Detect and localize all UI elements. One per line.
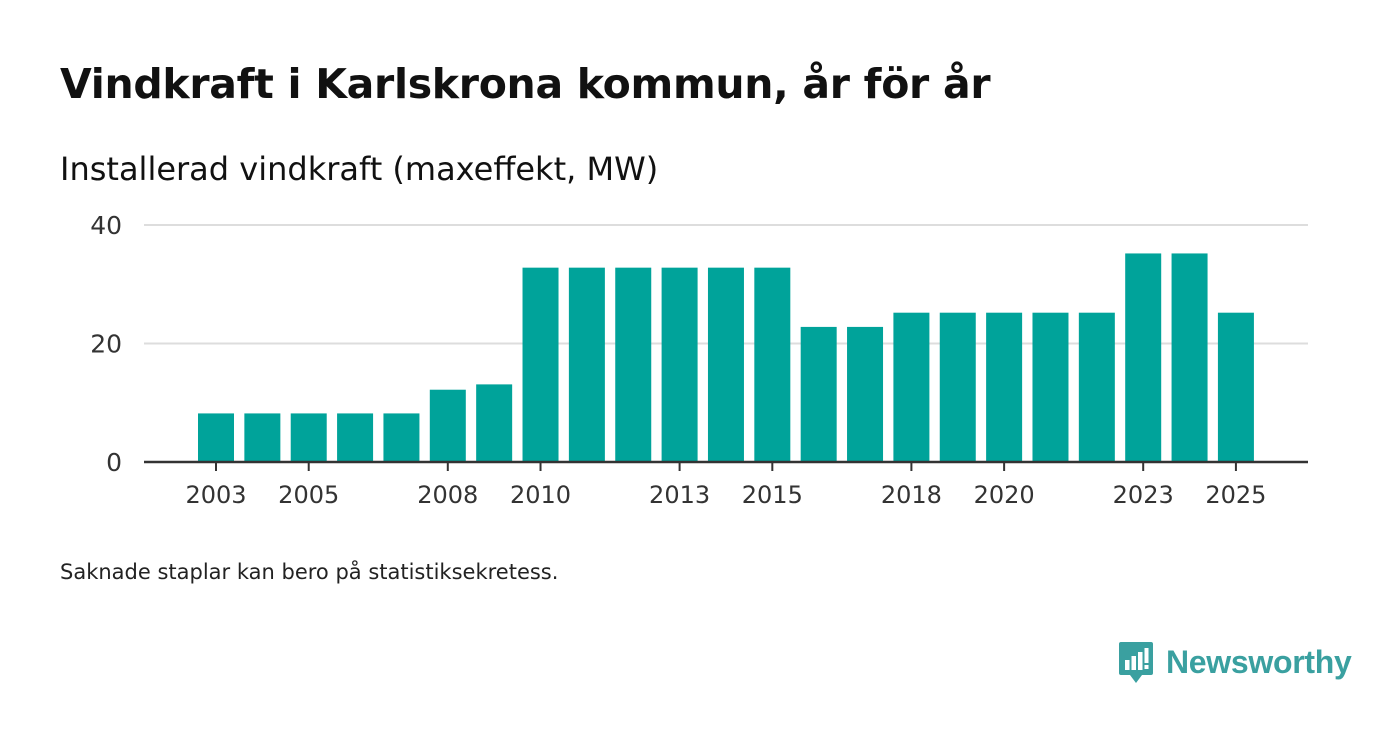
bar bbox=[1217, 312, 1254, 462]
bar bbox=[939, 312, 976, 462]
x-tick-label: 2018 bbox=[881, 481, 942, 509]
y-tick-label: 20 bbox=[90, 330, 122, 359]
x-tick-label: 2015 bbox=[742, 481, 803, 509]
bar bbox=[615, 267, 652, 462]
brand-name: Newsworthy bbox=[1166, 643, 1352, 680]
bar-chart: 0 20 40 2003 2005 2008 2010 2013 2015 2018 2020 202… bbox=[90, 211, 1308, 509]
bar bbox=[800, 326, 837, 462]
bar bbox=[337, 413, 374, 462]
x-tick-label: 2010 bbox=[510, 481, 571, 509]
x-tick-label: 2020 bbox=[974, 481, 1035, 509]
x-tick-label: 2025 bbox=[1205, 481, 1266, 509]
bar bbox=[522, 267, 559, 462]
bar bbox=[847, 326, 884, 462]
bar bbox=[290, 413, 327, 462]
x-tick-label: 2013 bbox=[649, 481, 710, 509]
bar bbox=[1125, 253, 1162, 462]
bar bbox=[893, 312, 930, 462]
bar bbox=[661, 267, 698, 462]
x-tick-label: 2008 bbox=[417, 481, 478, 509]
x-tick-label: 2003 bbox=[185, 481, 246, 509]
bar bbox=[383, 413, 420, 462]
bar bbox=[1078, 312, 1115, 462]
y-tick-label: 40 bbox=[90, 211, 122, 240]
bar bbox=[986, 312, 1023, 462]
bar bbox=[707, 267, 744, 462]
footnote: Saknade staplar kan bero på statistiksek… bbox=[60, 560, 559, 584]
bar bbox=[1171, 253, 1208, 462]
chart-subtitle: Installerad vindkraft (maxeffekt, MW) bbox=[60, 150, 659, 188]
bar bbox=[429, 389, 466, 462]
x-tick-label: 2005 bbox=[278, 481, 339, 509]
bar bbox=[476, 384, 513, 462]
bar bbox=[1032, 312, 1069, 462]
newsworthy-logo-icon bbox=[1119, 642, 1153, 683]
bar bbox=[754, 267, 791, 462]
y-tick-label: 0 bbox=[106, 448, 122, 477]
brand-logo: Newsworthy bbox=[1118, 640, 1352, 684]
bar bbox=[568, 267, 605, 462]
chart-title: Vindkraft i Karlskrona kommun, år för år bbox=[60, 60, 991, 108]
bar bbox=[244, 413, 281, 462]
bar bbox=[198, 413, 234, 462]
x-tick-label: 2023 bbox=[1113, 481, 1174, 509]
